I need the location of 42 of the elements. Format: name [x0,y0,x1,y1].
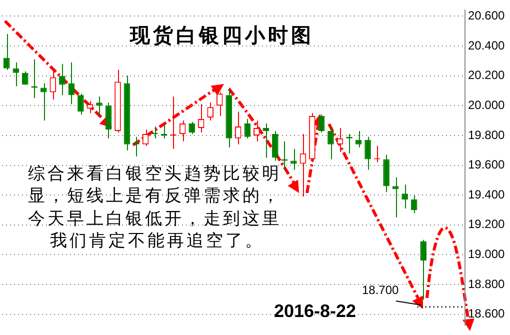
y-tick-label: 18.800 [468,276,506,291]
annotation: 2016-8-22 [274,301,356,322]
candlestick [364,136,371,170]
annotation: 18.700 [362,283,399,297]
candlestick [86,100,94,114]
text: 现货白银四小时图 [130,24,314,49]
y-tick-label: 20.000 [468,98,506,112]
candlestick [272,130,278,162]
candlestick [244,118,251,139]
y-tick-label: 19.200 [468,217,506,232]
candlestick [3,34,10,70]
y-tick-label: 19.000 [468,247,506,262]
annotation: 综合来看白银空头趋势比较明 [28,163,282,185]
y-tick-label: 19.400 [468,187,506,202]
candlestick [216,92,223,117]
candlestick [290,148,297,170]
annotation: 我们肯定不能再追空了。 [50,230,264,252]
candlestick [402,184,408,210]
y-tick-label: 19.800 [468,128,506,142]
candlestick [262,123,270,158]
candlestick [78,93,84,116]
candlestick [336,127,344,152]
y-tick-label: 18.600 [468,306,506,321]
candlestick [22,70,28,86]
y-tick-label: 20.200 [468,68,506,82]
candlestick [234,111,242,145]
candlestick [12,62,20,87]
candlestick [160,124,168,139]
candlestick [50,69,56,100]
candlestick [300,133,306,198]
y-tick-label: 19.600 [468,158,506,172]
candlestick [355,130,362,148]
candlestick [392,176,399,218]
candlestick [420,239,426,300]
candlestick [59,63,66,96]
annotation: 显，短线上是有反弹需求的， [28,185,282,207]
annotation: 今天早上白银低开，走到这里 [28,208,282,230]
y-tick-label: 20.600 [468,8,506,22]
candlestick [96,96,102,117]
candlestick [40,82,47,122]
candlestick [328,126,334,160]
y-tick-label: 20.400 [468,38,506,52]
